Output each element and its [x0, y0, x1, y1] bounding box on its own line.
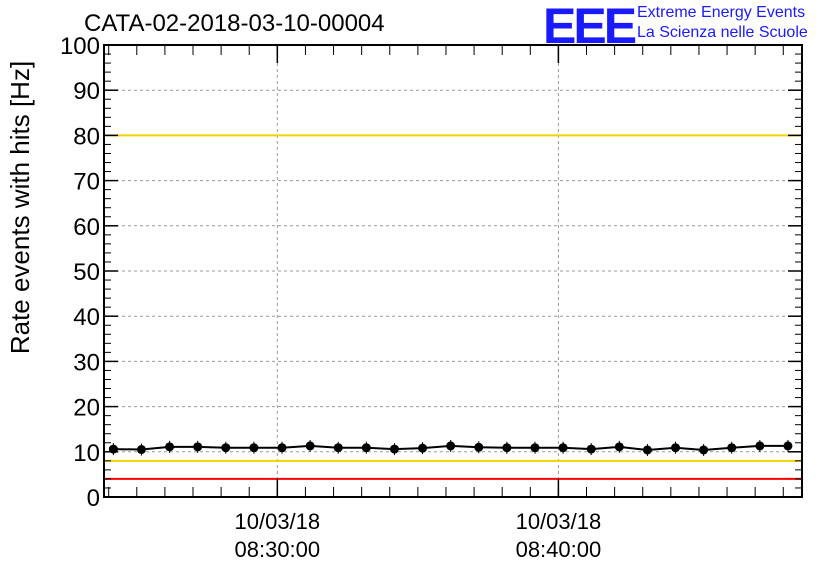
reference-lines	[104, 44, 802, 480]
y-tick-label: 10	[73, 440, 100, 467]
data-point	[418, 443, 428, 453]
data-point	[193, 442, 203, 452]
x-tick-label-date: 10/03/18	[516, 509, 602, 534]
data-point	[249, 443, 259, 453]
data-point	[502, 443, 512, 453]
data-point	[446, 441, 456, 451]
chart-title: CATA-02-2018-03-10-00004	[84, 10, 385, 37]
x-tick-label-time: 08:40:00	[516, 537, 602, 562]
data-point	[361, 443, 371, 453]
grid	[104, 45, 802, 497]
data-point	[699, 445, 709, 455]
x-tick-label-date: 10/03/18	[235, 509, 321, 534]
data-point	[530, 443, 540, 453]
y-tick-label: 0	[87, 485, 100, 512]
data-point	[614, 442, 624, 452]
y-tick-label: 20	[73, 395, 100, 422]
logo-line-2: La Scienza nelle Scuole	[637, 24, 808, 41]
data-point	[305, 441, 315, 451]
data-point	[333, 443, 343, 453]
x-tick-label-time: 08:30:00	[235, 537, 321, 562]
data-point	[165, 442, 175, 452]
eee-logo: EEE	[543, 0, 637, 54]
data-point	[783, 441, 793, 451]
data-point	[558, 443, 568, 453]
data-point	[277, 443, 287, 453]
data-point	[221, 443, 231, 453]
y-tick-label: 60	[73, 214, 100, 241]
y-tick-label: 90	[73, 78, 100, 105]
data-point	[755, 441, 765, 451]
y-tick-label: 50	[73, 259, 100, 286]
data-point	[671, 443, 681, 453]
data-point	[727, 443, 737, 453]
data-point	[642, 445, 652, 455]
data-series	[108, 439, 793, 456]
plot-frame	[103, 44, 803, 498]
logo-line-1: Extreme Energy Events	[637, 4, 806, 21]
y-axis-label: Rate events with hits [Hz]	[4, 60, 35, 354]
data-point	[108, 444, 118, 454]
y-tick-label: 100	[60, 33, 100, 60]
y-tick-label: 40	[73, 304, 100, 331]
y-tick-label: 70	[73, 169, 100, 196]
data-point	[136, 445, 146, 455]
data-point	[389, 444, 399, 454]
y-tick-label: 80	[73, 123, 100, 150]
tick-labels: 0 10 20 30 40 50 60 70 80 90 100 10/03/18 08:30:00 10…	[60, 33, 601, 562]
data-point	[474, 442, 484, 452]
y-tick-label: 30	[73, 349, 100, 376]
data-point	[586, 444, 596, 454]
